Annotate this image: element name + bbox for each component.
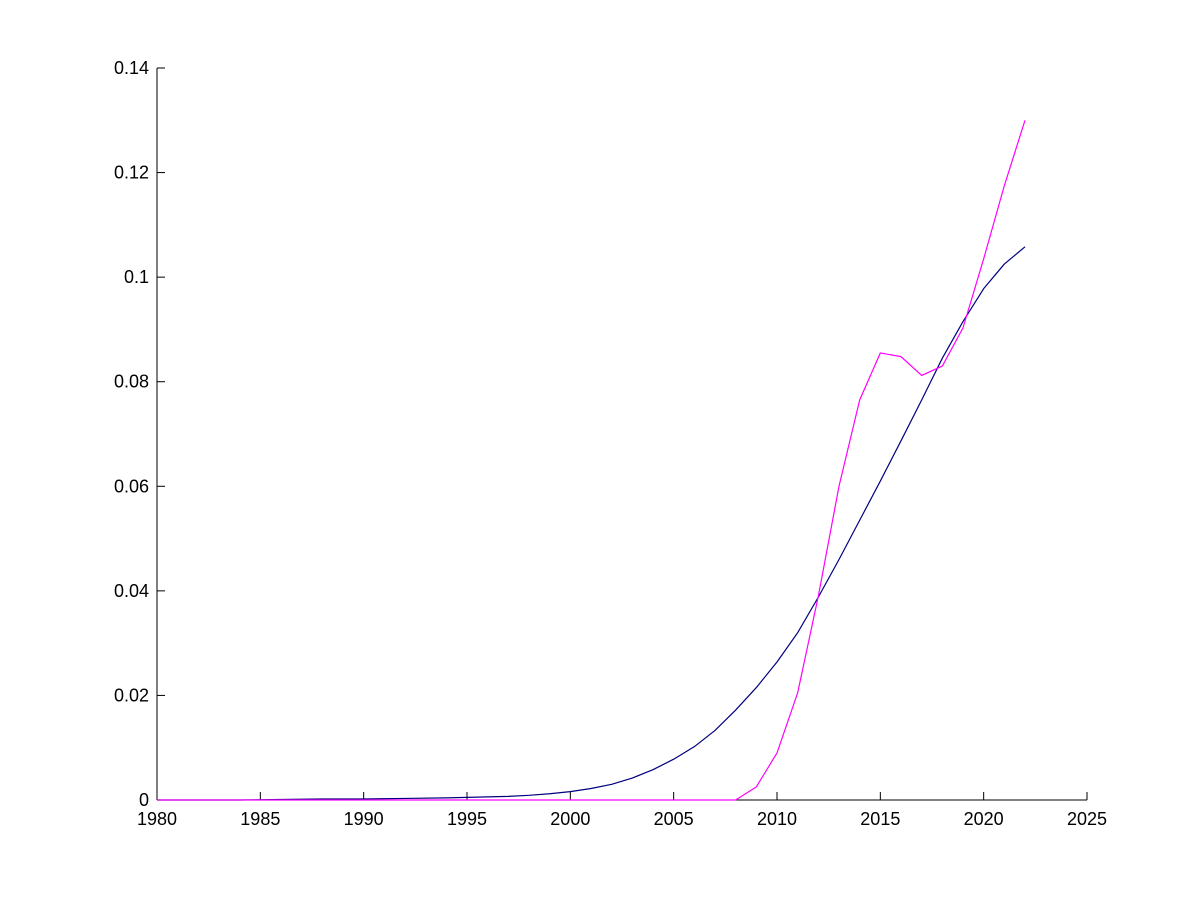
y-tick-label: 0.12 xyxy=(114,163,149,183)
x-tick-label: 2020 xyxy=(964,809,1004,829)
y-tick-label: 0.06 xyxy=(114,476,149,496)
series-line-2 xyxy=(157,120,1026,801)
y-tick-label: 0 xyxy=(139,790,149,810)
y-tick-label: 0.08 xyxy=(114,372,149,392)
y-tick-label: 0.1 xyxy=(124,267,149,287)
y-tick-label: 0.14 xyxy=(114,58,149,78)
axes xyxy=(156,68,1087,801)
x-tick-label: 1985 xyxy=(240,809,280,829)
y-tick-label: 0.04 xyxy=(114,581,149,601)
series-layer xyxy=(157,120,1026,801)
x-tick-label: 2015 xyxy=(860,809,900,829)
x-tick-label: 2000 xyxy=(550,809,590,829)
x-axis-ticks: 1980 1985 1990 1995 2000 2005 2010 2015 2020 2025 xyxy=(137,792,1107,829)
x-tick-label: 1995 xyxy=(447,809,487,829)
x-tick-label: 1980 xyxy=(137,809,177,829)
x-tick-label: 2025 xyxy=(1067,809,1107,829)
y-axis-ticks: 0 0.02 0.04 0.06 0.08 0.1 0.12 0.14 xyxy=(114,58,165,810)
x-tick-label: 1990 xyxy=(344,809,384,829)
x-tick-label: 2005 xyxy=(654,809,694,829)
x-tick-label: 2010 xyxy=(757,809,797,829)
series-line-1 xyxy=(157,246,1026,801)
y-tick-label: 0.02 xyxy=(114,685,149,705)
